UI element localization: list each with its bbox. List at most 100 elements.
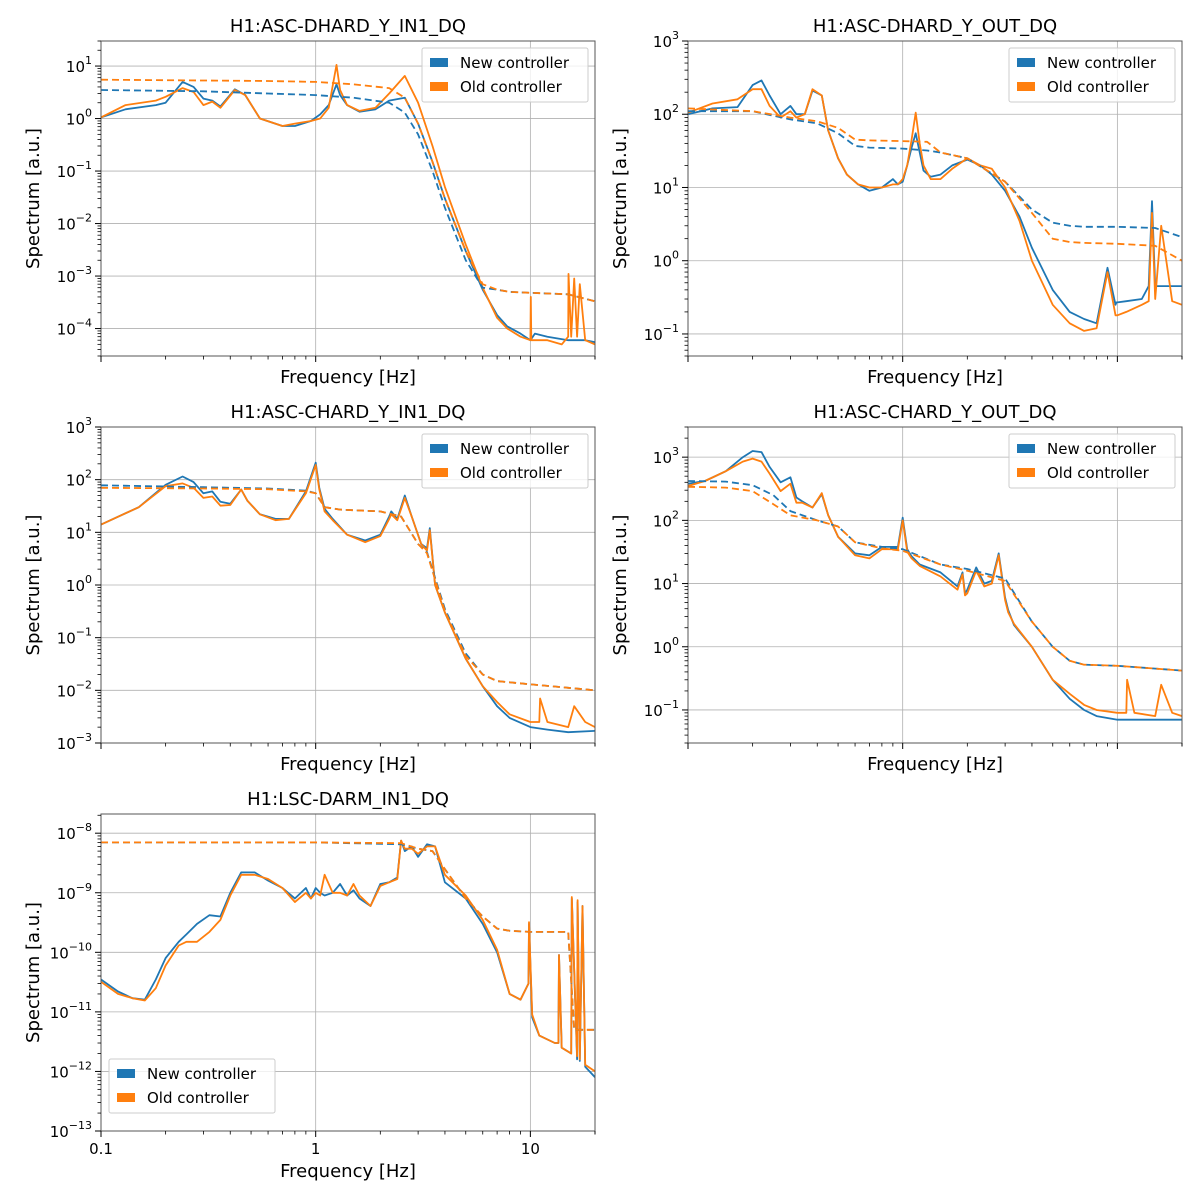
y-axis-label: Spectrum [a.u.] <box>23 128 44 269</box>
y-tick-label: 10−12 <box>50 1059 92 1081</box>
legend-swatch-new <box>1017 58 1035 67</box>
series-line-old-dashed <box>688 485 1182 672</box>
y-tick-label: 10−2 <box>57 212 92 234</box>
y-tick-label: 10−3 <box>57 264 92 286</box>
series-line-old <box>688 88 1182 332</box>
y-axis-label: Spectrum [a.u.] <box>610 128 631 269</box>
legend-label-new: New controller <box>460 440 570 458</box>
legend-swatch-old <box>117 1093 135 1102</box>
x-axis-label: Frequency [Hz] <box>280 367 416 388</box>
legend: New controller Old controller <box>108 1058 276 1114</box>
panel-2: 10−1 100 101 102 103 H1:ASC-DHARD_Y_OUT_DQ Fre… <box>610 16 1183 388</box>
y-tick-label: 100 <box>66 107 92 129</box>
legend-label-new: New controller <box>460 54 570 72</box>
series-line-new-dashed <box>101 89 595 303</box>
y-tick-label: 10−11 <box>50 1000 92 1022</box>
legend: New controller Old controller <box>1008 433 1176 489</box>
x-axis-label: Frequency [Hz] <box>867 367 1003 388</box>
series-line-old <box>101 464 595 728</box>
legend: New controller Old controller <box>1008 47 1176 103</box>
legend-box <box>421 433 589 489</box>
chart-title: H1:ASC-CHARD_Y_IN1_DQ <box>231 402 466 423</box>
legend-swatch-new <box>117 1069 135 1078</box>
y-tick-label: 103 <box>66 415 92 437</box>
y-tick-label: 100 <box>66 573 92 595</box>
y-tick-label: 101 <box>653 572 679 594</box>
panel-5: 10−13 10−12 10−11 10−10 10−9 10−8 0.1 1 10 H1:LSC… <box>23 789 596 1182</box>
legend-swatch-new <box>430 444 448 453</box>
series-line-old <box>101 64 595 346</box>
y-tick-label: 103 <box>653 29 679 51</box>
y-tick-label: 101 <box>66 520 92 542</box>
legend-label-new: New controller <box>1047 440 1157 458</box>
x-axis-label: Frequency [Hz] <box>867 754 1003 775</box>
chart-title: H1:ASC-CHARD_Y_OUT_DQ <box>814 402 1057 423</box>
y-tick-label: 101 <box>653 175 679 197</box>
y-tick-label: 10−1 <box>644 322 679 344</box>
series-line-new <box>101 839 595 1078</box>
y-tick-label: 101 <box>66 54 92 76</box>
series-line-new-dashed <box>688 110 1182 238</box>
legend: New controller Old controller <box>421 47 589 103</box>
x-tick-label: 10 <box>521 1140 540 1158</box>
y-axis-label: Spectrum [a.u.] <box>610 515 631 656</box>
y-tick-label: 10−2 <box>57 678 92 700</box>
y-tick-label: 102 <box>66 468 92 490</box>
y-axis-label: Spectrum [a.u.] <box>23 515 44 656</box>
y-tick-label: 10−13 <box>50 1119 92 1141</box>
panel-3: 10−3 10−2 10−1 100 101 102 103 H1:ASC-CHARD_Y_I… <box>23 402 596 775</box>
legend-label-old: Old controller <box>147 1089 250 1107</box>
series-line-new <box>688 450 1182 721</box>
legend-label-old: Old controller <box>460 78 563 96</box>
series-line-old-dashed <box>101 78 595 303</box>
legend-box <box>421 47 589 103</box>
series-line-new-dashed <box>688 480 1182 672</box>
y-tick-label: 10−4 <box>57 317 92 339</box>
y-tick-label: 102 <box>653 508 679 530</box>
series-line-old <box>688 457 1182 717</box>
y-tick-label: 103 <box>653 445 679 467</box>
series-line-new <box>101 461 595 734</box>
legend-label-old: Old controller <box>1047 464 1150 482</box>
series-line-old-dashed <box>688 107 1182 262</box>
legend-box <box>1008 47 1176 103</box>
axes-frame <box>687 426 1183 744</box>
panel-4: 10−1 100 101 102 103 H1:ASC-CHARD_Y_OUT_DQ Fre… <box>610 402 1183 775</box>
series-line-old <box>101 839 595 1073</box>
legend-box <box>1008 433 1176 489</box>
legend-swatch-new <box>430 58 448 67</box>
y-tick-label: 10−8 <box>57 821 92 843</box>
chart-title: H1:ASC-DHARD_Y_IN1_DQ <box>230 16 466 37</box>
panel-1: 10−4 10−3 10−2 10−1 100 101 H1:ASC-DHARD_Y_IN1… <box>23 16 596 388</box>
legend-label-old: Old controller <box>1047 78 1150 96</box>
legend-label-old: Old controller <box>460 464 563 482</box>
chart-title: H1:ASC-DHARD_Y_OUT_DQ <box>813 16 1057 37</box>
x-tick-label: 0.1 <box>89 1140 113 1158</box>
legend-swatch-old <box>430 468 448 477</box>
legend-swatch-new <box>1017 444 1035 453</box>
y-tick-label: 10−3 <box>57 731 92 753</box>
legend: New controller Old controller <box>421 433 589 489</box>
series-line-new <box>101 81 595 344</box>
y-tick-label: 10−1 <box>57 159 92 181</box>
legend-swatch-old <box>1017 468 1035 477</box>
chart-title: H1:LSC-DARM_IN1_DQ <box>247 789 449 810</box>
y-axis-label: Spectrum [a.u.] <box>23 902 44 1043</box>
x-axis-label: Frequency [Hz] <box>280 754 416 775</box>
legend-label-new: New controller <box>1047 54 1157 72</box>
series-line-old-dashed <box>101 486 595 692</box>
y-tick-label: 10−10 <box>50 940 92 962</box>
y-tick-label: 102 <box>653 102 679 124</box>
y-tick-label: 10−1 <box>644 698 679 720</box>
x-axis-label: Frequency [Hz] <box>280 1161 416 1182</box>
series-line-old-dashed <box>101 841 595 1031</box>
y-tick-label: 10−9 <box>57 881 92 903</box>
legend-box <box>108 1058 276 1114</box>
y-tick-label: 10−1 <box>57 626 92 648</box>
legend-label-new: New controller <box>147 1065 257 1083</box>
legend-swatch-old <box>1017 82 1035 91</box>
y-tick-label: 100 <box>653 635 679 657</box>
legend-swatch-old <box>430 82 448 91</box>
series-line-new <box>688 79 1182 325</box>
